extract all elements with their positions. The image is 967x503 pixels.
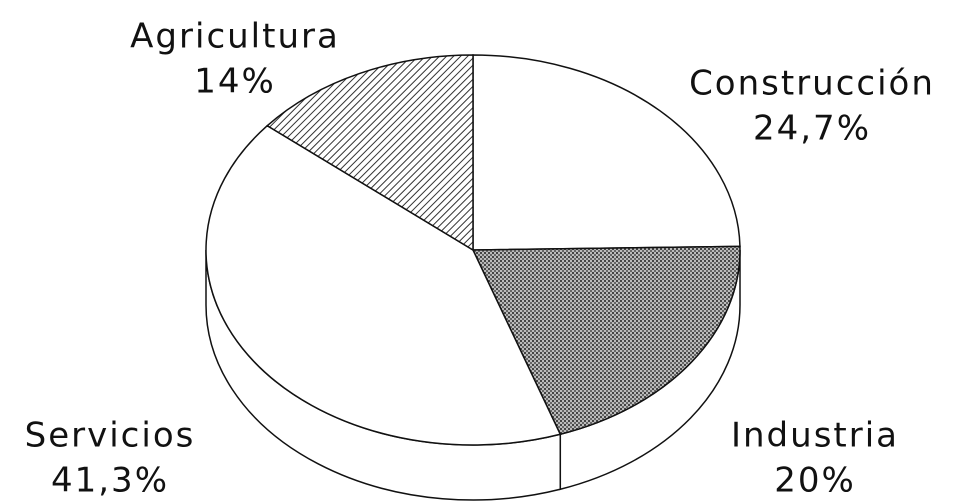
slice — [471, 245, 741, 436]
slice-value-label: 41,3% — [51, 461, 169, 501]
slice — [266, 54, 474, 252]
slice — [472, 54, 741, 251]
slice-label: Servicios — [25, 416, 196, 456]
slice-value-label: 20% — [774, 461, 856, 501]
slice-value-label: 14% — [194, 62, 276, 102]
slice-value-label: 24,7% — [753, 109, 871, 149]
slice-label: Industria — [731, 416, 899, 456]
slice-label: Construcción — [689, 64, 935, 104]
slice-label: Agricultura — [130, 17, 340, 57]
slice — [205, 124, 562, 446]
